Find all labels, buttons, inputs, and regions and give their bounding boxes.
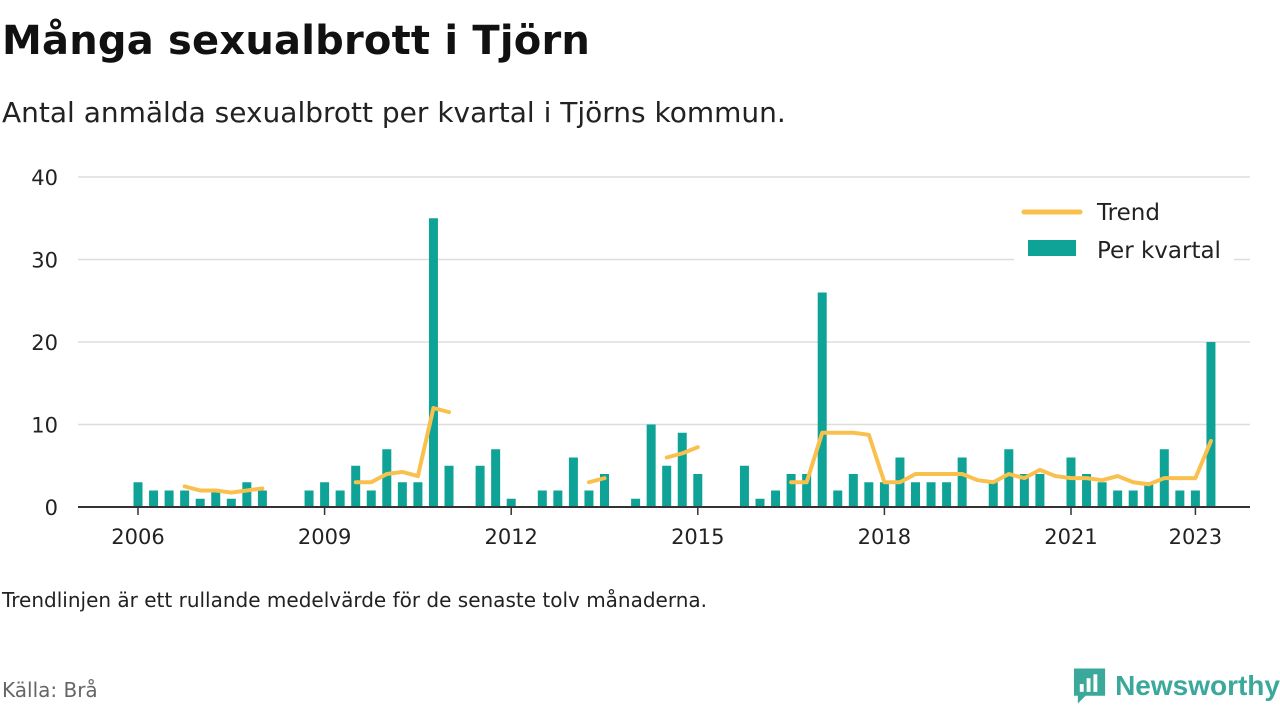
trend-line-segment [586, 476, 607, 485]
bar-per-kvartal [149, 490, 159, 507]
chart-note: Trendlinjen är ett rullande medelvärde f… [2, 588, 708, 612]
chart-subtitle: Antal anmälda sexualbrott per kvartal i … [2, 96, 786, 129]
bar-per-kvartal [335, 490, 345, 507]
bar-per-kvartal [1019, 474, 1029, 507]
y-tick-label: 0 [45, 496, 58, 520]
bar-per-kvartal [257, 490, 267, 507]
bar-per-kvartal [739, 465, 749, 507]
bar-per-kvartal [957, 457, 967, 507]
x-tick-label: 2021 [1044, 525, 1097, 549]
x-tick-label: 2018 [858, 525, 911, 549]
bar-per-kvartal [1190, 490, 1200, 507]
legend-background [1014, 190, 1234, 270]
bar-per-kvartal [506, 498, 516, 507]
bar-per-kvartal [786, 474, 796, 507]
bar-per-kvartal [351, 465, 361, 507]
newsworthy-logo[interactable]: Newsworthy [1072, 664, 1280, 708]
x-tick-label: 2023 [1169, 525, 1222, 549]
bar-per-kvartal [320, 482, 330, 507]
newsworthy-chat-bars-icon [1073, 668, 1106, 704]
bar-per-kvartal [211, 490, 221, 507]
bar-per-kvartal [879, 482, 889, 507]
bar-per-kvartal [366, 490, 376, 507]
y-tick-label: 20 [31, 331, 58, 355]
bar-per-kvartal [677, 432, 687, 507]
bar-per-kvartal [428, 218, 438, 507]
bar-per-kvartal [833, 490, 843, 507]
x-tick-label: 2009 [298, 525, 351, 549]
bar-per-kvartal [693, 474, 703, 507]
bar-per-kvartal [864, 482, 874, 507]
bar-per-kvartal [755, 498, 765, 507]
x-tick-label: 2012 [484, 525, 537, 549]
bar-per-kvartal [1144, 482, 1154, 507]
legend-bar-swatch [1028, 240, 1076, 256]
trend-line-segment [664, 445, 700, 460]
bar-per-kvartal [1113, 490, 1123, 507]
y-tick-label: 30 [31, 249, 58, 273]
legend-bar-label: Per kvartal [1097, 238, 1221, 264]
bar-per-kvartal [1206, 342, 1216, 507]
chart-title: Många sexualbrott i Tjörn [2, 18, 591, 64]
legend: Trend Per kvartal [1014, 190, 1234, 270]
bar-per-kvartal [568, 457, 578, 507]
bar-per-kvartal [1066, 457, 1076, 507]
brand-name: Newsworthy [1115, 670, 1280, 701]
bar-per-kvartal [1082, 474, 1092, 507]
bar-per-kvartal [662, 465, 672, 507]
bar-per-kvartal [133, 482, 143, 507]
bar-per-kvartal [802, 474, 812, 507]
bar-per-kvartal [180, 490, 190, 507]
bar-per-kvartal [413, 482, 423, 507]
bar-per-kvartal [444, 465, 454, 507]
bar-per-kvartal [304, 490, 314, 507]
bar-per-kvartal [195, 498, 205, 507]
bar-per-kvartal [848, 474, 858, 507]
bar-per-kvartal [491, 449, 501, 507]
bar-per-kvartal [942, 482, 952, 507]
x-tick-label: 2015 [671, 525, 724, 549]
y-tick-label: 40 [31, 166, 58, 190]
bar-per-kvartal [1097, 482, 1107, 507]
bar-per-kvartal [164, 490, 174, 507]
x-tick-label: 2006 [111, 525, 164, 549]
bar-per-kvartal [1035, 474, 1045, 507]
bar-per-kvartal [1175, 490, 1185, 507]
bar-per-kvartal [242, 482, 252, 507]
legend-trend-label: Trend [1096, 200, 1160, 226]
bar-per-kvartal [226, 498, 236, 507]
bar-per-kvartal [397, 482, 407, 507]
trend-series [182, 406, 1213, 495]
grid-lines: 0 10 20 30 40 [31, 166, 1250, 520]
bar-per-kvartal [584, 490, 594, 507]
quarterly-sex-crimes-chart: 0 10 20 30 40 2006 2009 2012 2015 2018 2021 2023 T… [31, 166, 1250, 549]
bar-per-kvartal [631, 498, 641, 507]
source-credit: Källa: Brå [2, 678, 98, 702]
y-tick-label: 10 [31, 414, 58, 438]
bar-per-kvartal [537, 490, 547, 507]
trend-line-segment [182, 484, 265, 495]
bar-per-kvartal [382, 449, 392, 507]
bar-series [133, 218, 1216, 507]
bar-per-kvartal [553, 490, 563, 507]
bar-per-kvartal [988, 482, 998, 507]
trend-line-segment [353, 406, 451, 485]
bar-per-kvartal [926, 482, 936, 507]
bar-per-kvartal [600, 474, 609, 507]
bar-per-kvartal [817, 292, 827, 507]
bar-per-kvartal [911, 482, 920, 507]
bar-per-kvartal [475, 465, 485, 507]
bar-per-kvartal [1128, 490, 1138, 507]
trend-line-segment [789, 430, 1213, 487]
bar-per-kvartal [771, 490, 781, 507]
bar-per-kvartal [646, 424, 656, 507]
axes: 2006 2009 2012 2015 2018 2021 2023 [78, 506, 1250, 549]
bar-per-kvartal [1004, 449, 1014, 507]
